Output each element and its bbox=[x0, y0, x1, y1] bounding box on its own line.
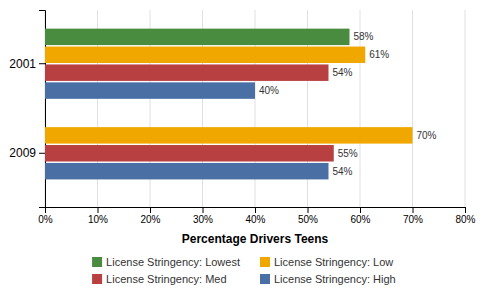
legend-swatch bbox=[92, 274, 102, 284]
y-tick: 2009 bbox=[9, 146, 45, 160]
legend-swatch bbox=[92, 257, 102, 267]
legend-swatch bbox=[260, 257, 270, 267]
x-tick-label: 0% bbox=[38, 214, 53, 225]
bar bbox=[45, 127, 413, 143]
data-label: 54% bbox=[333, 67, 353, 78]
x-tick-label: 10% bbox=[88, 214, 108, 225]
bar bbox=[45, 145, 334, 161]
x-tick-label: 20% bbox=[140, 214, 160, 225]
x-axis-line bbox=[46, 208, 466, 214]
x-tick-mark bbox=[465, 207, 466, 213]
x-axis-title: Percentage Drivers Teens bbox=[182, 232, 329, 246]
data-labels: 58% 61% 54% 40% 70% 55% 54% bbox=[259, 31, 437, 176]
y-tick-label: 2009 bbox=[9, 146, 36, 160]
x-tick: 10% bbox=[88, 207, 108, 225]
data-label: 61% bbox=[369, 49, 389, 60]
bars bbox=[45, 29, 413, 180]
legend-label: License Stringency: High bbox=[274, 273, 396, 285]
x-tick-label: 60% bbox=[350, 214, 370, 225]
grid-line bbox=[465, 10, 466, 207]
x-tick-label: 70% bbox=[403, 214, 423, 225]
x-tick-mark bbox=[360, 207, 361, 213]
x-tick: 20% bbox=[140, 207, 160, 225]
x-tick: 30% bbox=[193, 207, 213, 225]
x-tick-label: 40% bbox=[245, 214, 265, 225]
data-label: 70% bbox=[417, 130, 437, 141]
chart: 0% 10% 20% 30% 40% 50% 60% 70% 80% 2001 2009 58% 61%… bbox=[0, 0, 500, 302]
x-tick-mark bbox=[255, 207, 256, 213]
grid-line bbox=[412, 10, 413, 207]
x-tick: 80% bbox=[455, 207, 475, 225]
legend-item: License Stringency: High bbox=[260, 273, 396, 285]
legend-item: License Stringency: Med bbox=[92, 273, 226, 285]
x-axis: 0% 10% 20% 30% 40% 50% 60% 70% 80% bbox=[38, 207, 475, 225]
y-axis: 2001 2009 bbox=[9, 11, 45, 208]
data-label: 55% bbox=[338, 148, 358, 159]
bar bbox=[45, 163, 329, 179]
legend-swatch bbox=[260, 274, 270, 284]
x-tick-mark bbox=[98, 207, 99, 213]
x-tick-mark bbox=[150, 207, 151, 213]
x-tick: 70% bbox=[403, 207, 423, 225]
y-tick-label: 2001 bbox=[9, 57, 36, 71]
y-tick-mark bbox=[39, 63, 45, 64]
x-tick: 40% bbox=[245, 207, 265, 225]
x-tick: 0% bbox=[38, 207, 53, 225]
bar bbox=[45, 82, 255, 98]
legend-label: License Stringency: Low bbox=[274, 256, 393, 268]
data-label: 58% bbox=[354, 31, 374, 42]
legend-label: License Stringency: Lowest bbox=[106, 256, 240, 268]
x-tick-label: 80% bbox=[455, 214, 475, 225]
x-tick-mark bbox=[413, 207, 414, 213]
legend-item: License Stringency: Lowest bbox=[92, 256, 240, 268]
plot: 0% 10% 20% 30% 40% 50% 60% 70% 80% 2001 2009 58% 61%… bbox=[9, 10, 475, 225]
legend-label: License Stringency: Med bbox=[106, 273, 226, 285]
y-axis-line bbox=[39, 11, 46, 208]
y-tick: 2001 bbox=[9, 57, 45, 71]
grid bbox=[45, 10, 465, 207]
x-tick-label: 50% bbox=[298, 214, 318, 225]
x-tick: 50% bbox=[298, 207, 318, 225]
legend: License Stringency: Lowest License String… bbox=[92, 256, 396, 285]
x-tick-mark bbox=[308, 207, 309, 213]
x-tick: 60% bbox=[350, 207, 370, 225]
legend-item: License Stringency: Low bbox=[260, 256, 393, 268]
y-tick-mark bbox=[39, 153, 45, 154]
bar bbox=[45, 64, 329, 80]
bar bbox=[45, 29, 350, 45]
data-label: 54% bbox=[333, 166, 353, 177]
data-label: 40% bbox=[259, 85, 279, 96]
x-tick-label: 30% bbox=[193, 214, 213, 225]
x-tick-mark bbox=[203, 207, 204, 213]
bar bbox=[45, 47, 365, 63]
